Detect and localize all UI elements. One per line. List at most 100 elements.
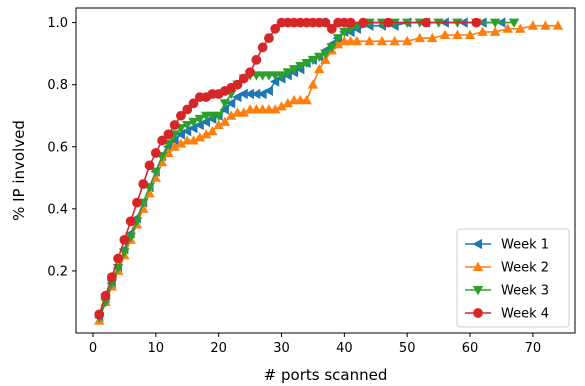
data-point: [414, 32, 425, 43]
data-point: [427, 32, 438, 43]
data-point: [219, 99, 231, 109]
data-point: [345, 35, 356, 46]
legend: Week 1 Week 2 Week 3 Week 4: [456, 228, 570, 328]
legend-item: Week 4: [465, 307, 549, 322]
data-point: [207, 125, 218, 136]
axes-layer: 0 10 20 30 40 50 60 70 0.2 0.4 0.6 0.8 1.0: [47, 16, 541, 356]
data-point: [358, 17, 369, 28]
x-tick-label: 40: [336, 341, 353, 356]
legend-marker: [473, 308, 483, 318]
series-week-4: [94, 17, 482, 320]
data-point: [282, 68, 293, 78]
legend-marker: [472, 238, 483, 250]
data-point: [307, 79, 319, 89]
x-tick-label: 10: [148, 341, 165, 356]
data-point: [263, 104, 275, 114]
data-point: [257, 104, 268, 114]
data-point: [182, 121, 193, 131]
legend-box: [456, 228, 570, 328]
data-point: [257, 42, 268, 53]
data-point: [527, 20, 539, 30]
legend-item: Week 3: [465, 284, 549, 299]
data-point: [213, 111, 224, 122]
plot-frame: [75, 7, 576, 334]
data-point: [157, 135, 167, 146]
data-point: [245, 67, 255, 78]
data-point: [264, 33, 274, 44]
data-point: [288, 94, 300, 105]
data-point: [364, 35, 375, 46]
data-point: [383, 17, 394, 28]
data-point: [295, 94, 306, 105]
data-point: [339, 27, 350, 38]
data-point: [176, 110, 186, 121]
data-point: [490, 26, 501, 36]
data-point: [288, 65, 300, 75]
data-point: [182, 135, 193, 145]
data-point: [301, 94, 312, 105]
data-point: [207, 111, 218, 122]
data-point: [150, 148, 161, 158]
data-point: [477, 26, 488, 36]
data-point: [94, 309, 105, 320]
series-layer: [93, 17, 564, 325]
legend-marker: [472, 261, 484, 272]
data-point: [320, 49, 331, 59]
data-point: [389, 35, 400, 46]
data-point: [200, 111, 212, 122]
x-tick-label: 60: [462, 341, 479, 356]
data-point: [263, 85, 273, 97]
data-point: [515, 23, 526, 33]
data-point: [263, 71, 275, 81]
data-point: [144, 160, 155, 171]
data-point: [125, 216, 136, 227]
x-tick-label: 30: [273, 341, 290, 356]
data-point: [301, 58, 312, 69]
data-point: [251, 54, 262, 65]
y-axis-label: % IP involved: [10, 120, 28, 221]
y-tick-label: 0.6: [47, 140, 68, 155]
data-point: [508, 18, 520, 28]
data-point: [332, 34, 344, 44]
data-point: [320, 17, 331, 28]
data-point: [138, 179, 149, 189]
data-point: [502, 23, 513, 33]
data-point: [232, 91, 242, 103]
data-point: [132, 197, 142, 208]
legend-label: Week 2: [501, 261, 549, 276]
data-point: [270, 71, 281, 81]
data-point: [490, 18, 501, 28]
x-axis-label: # ports scanned: [264, 366, 388, 384]
x-tick-label: 50: [399, 341, 416, 356]
legend-label: Week 4: [501, 307, 549, 322]
data-point: [188, 117, 199, 128]
x-tick-label: 70: [525, 341, 542, 356]
legend-item: Week 1: [465, 238, 549, 253]
x-tick-label: 20: [210, 341, 227, 356]
data-point: [540, 20, 551, 30]
data-point: [307, 55, 319, 66]
data-point: [169, 120, 180, 130]
data-point: [257, 71, 268, 81]
data-point: [244, 104, 256, 114]
y-tick-label: 0.4: [47, 202, 68, 217]
data-point: [552, 20, 564, 30]
data-point: [106, 272, 117, 283]
data-point: [257, 88, 267, 100]
data-point: [219, 116, 231, 126]
y-tick-label: 0.2: [47, 264, 68, 279]
data-point: [194, 114, 205, 125]
y-tick-label: 1.0: [47, 16, 68, 31]
data-point: [225, 98, 236, 109]
data-point: [270, 23, 281, 34]
y-tick-label: 0.8: [47, 78, 68, 93]
data-point: [439, 29, 451, 40]
x-tick-label: 0: [89, 341, 97, 356]
data-point: [188, 98, 199, 109]
data-point: [113, 253, 124, 264]
data-point: [251, 104, 262, 114]
legend-label: Week 3: [501, 284, 549, 299]
data-point: [295, 62, 306, 72]
